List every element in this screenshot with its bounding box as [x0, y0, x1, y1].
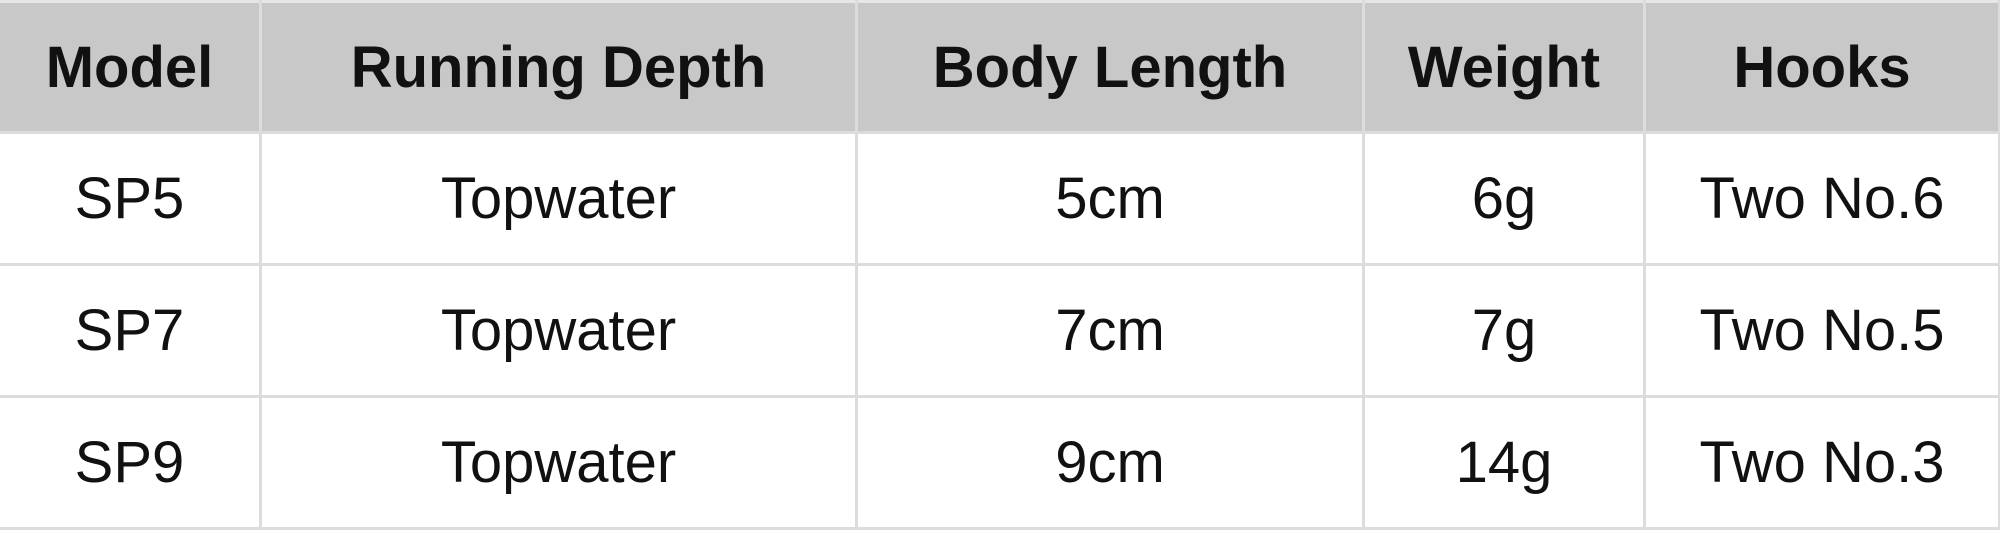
cell-weight: 7g: [1362, 263, 1646, 398]
cell-model: SP9: [0, 395, 262, 530]
cell-running-depth: Topwater: [259, 263, 858, 398]
cell-running-depth: Topwater: [259, 395, 858, 530]
table-row: SP5 Topwater 5cm 6g Two No.6: [0, 131, 2000, 266]
cell-hooks: Two No.6: [1643, 131, 2000, 266]
header-body-length: Body Length: [855, 0, 1365, 134]
cell-body-length: 7cm: [855, 263, 1365, 398]
table-row: SP7 Topwater 7cm 7g Two No.5: [0, 263, 2000, 398]
cell-hooks: Two No.5: [1643, 263, 2000, 398]
cell-model: SP7: [0, 263, 262, 398]
cell-weight: 14g: [1362, 395, 1646, 530]
header-hooks: Hooks: [1643, 0, 2000, 134]
cell-body-length: 9cm: [855, 395, 1365, 530]
header-row: Model Running Depth Body Length Weight H…: [0, 0, 2000, 134]
cell-body-length: 5cm: [855, 131, 1365, 266]
cell-hooks: Two No.3: [1643, 395, 2000, 530]
header-model: Model: [0, 0, 262, 134]
table-row: SP9 Topwater 9cm 14g Two No.3: [0, 395, 2000, 530]
header-weight: Weight: [1362, 0, 1646, 134]
cell-running-depth: Topwater: [259, 131, 858, 266]
cell-model: SP5: [0, 131, 262, 266]
header-running-depth: Running Depth: [259, 0, 858, 134]
cell-weight: 6g: [1362, 131, 1646, 266]
